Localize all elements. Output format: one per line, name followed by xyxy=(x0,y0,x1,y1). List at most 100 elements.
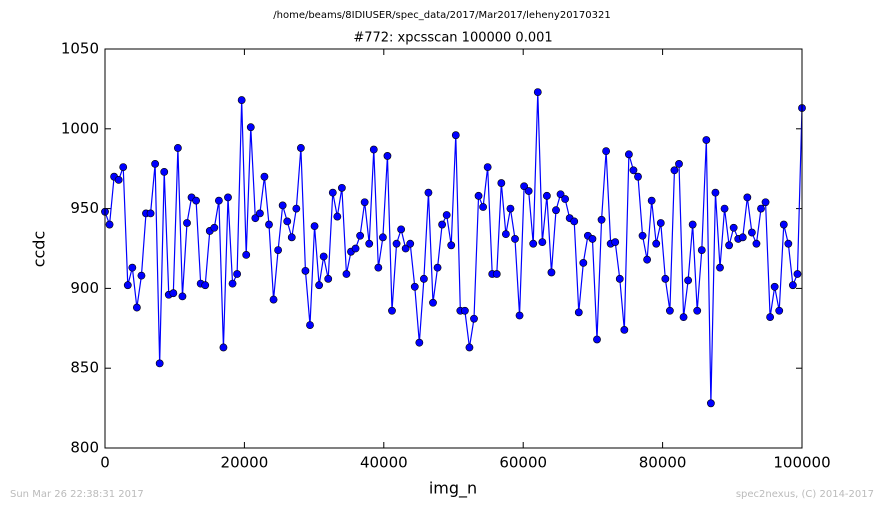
x-tick-label: 100000 xyxy=(773,454,830,472)
data-point xyxy=(119,163,128,172)
data-point xyxy=(793,270,802,278)
data-point xyxy=(451,131,460,140)
data-point xyxy=(296,144,305,152)
data-point xyxy=(424,188,433,197)
data-point xyxy=(219,343,228,352)
data-point xyxy=(442,211,451,219)
data-point xyxy=(761,198,770,207)
data-point xyxy=(287,233,296,242)
data-point xyxy=(132,303,141,312)
data-point xyxy=(319,252,328,261)
data-point xyxy=(670,166,679,175)
data-point xyxy=(128,263,137,272)
data-point xyxy=(620,325,629,334)
data-point xyxy=(369,145,378,154)
data-point xyxy=(729,223,738,232)
data-point xyxy=(351,244,360,253)
data-point xyxy=(624,150,633,159)
series-line xyxy=(104,92,803,404)
data-point xyxy=(356,231,365,240)
data-point xyxy=(228,279,237,288)
data-point xyxy=(433,263,442,272)
data-point xyxy=(274,246,283,254)
data-point xyxy=(419,274,428,283)
y-tick-label: 1050 xyxy=(61,40,99,58)
suptitle: /home/beams/8IDIUSER/spec_data/2017/Mar2… xyxy=(273,10,610,21)
footer-right: spec2nexus, (C) 2014-2017 xyxy=(736,489,874,500)
data-point xyxy=(588,235,597,243)
data-point xyxy=(470,314,478,323)
data-point xyxy=(246,123,255,132)
data-point xyxy=(556,190,565,199)
data-point xyxy=(552,206,560,215)
data-point xyxy=(237,96,246,104)
y-tick-label: 850 xyxy=(70,359,99,377)
y-tick-label: 1000 xyxy=(61,119,99,137)
data-point xyxy=(538,238,547,247)
data-point xyxy=(688,220,697,229)
data-point xyxy=(547,268,556,277)
data-point xyxy=(743,193,752,202)
data-point xyxy=(155,359,164,368)
y-tick-label: 900 xyxy=(70,279,99,297)
y-tick-label: 800 xyxy=(70,439,99,457)
data-point xyxy=(214,196,223,205)
data-point xyxy=(788,281,797,290)
y-axis-label: ccdc xyxy=(30,231,49,268)
x-tick-label: 40000 xyxy=(360,454,408,472)
data-point xyxy=(324,274,333,283)
data-point xyxy=(492,270,501,278)
data-point xyxy=(315,281,324,290)
data-point xyxy=(383,152,392,160)
chart-title: #772: xpcsscan 100000 0.001 xyxy=(353,31,552,46)
data-point xyxy=(328,188,337,197)
data-point xyxy=(178,292,187,301)
data-point xyxy=(720,204,729,213)
data-point xyxy=(397,225,406,234)
data-point xyxy=(611,238,620,247)
data-point xyxy=(725,241,734,250)
data-point xyxy=(360,198,369,207)
x-tick-label: 20000 xyxy=(221,454,269,472)
data-point xyxy=(251,214,260,223)
data-point xyxy=(374,263,383,272)
data-point xyxy=(570,217,579,226)
data-point xyxy=(388,306,396,315)
data-point xyxy=(447,241,456,250)
x-axis-label: img_n xyxy=(429,479,477,499)
data-point xyxy=(160,167,169,176)
data-point xyxy=(638,231,647,240)
data-point xyxy=(706,399,715,408)
data-point xyxy=(757,204,765,213)
data-point xyxy=(269,295,278,304)
data-point xyxy=(306,321,314,330)
data-point xyxy=(337,183,346,192)
data-point xyxy=(105,220,114,229)
data-point xyxy=(429,298,437,307)
data-point xyxy=(255,209,264,218)
data-point xyxy=(242,250,251,259)
data-point xyxy=(224,193,232,202)
data-point xyxy=(192,196,201,205)
data-point xyxy=(661,274,670,283)
data-point xyxy=(542,191,551,200)
data-point xyxy=(114,175,123,184)
data-point xyxy=(378,233,387,242)
data-point xyxy=(665,306,674,315)
data-point xyxy=(702,136,711,144)
data-point xyxy=(675,160,683,168)
data-point xyxy=(283,217,292,226)
data-point xyxy=(574,308,583,317)
data-point xyxy=(515,311,524,320)
data-point xyxy=(634,172,642,181)
data-point xyxy=(775,306,784,315)
data-point xyxy=(529,239,538,248)
data-point xyxy=(716,263,724,272)
data-point xyxy=(201,281,210,290)
data-point xyxy=(415,338,424,347)
data-point xyxy=(483,163,492,172)
data-point xyxy=(629,166,638,175)
data-point xyxy=(579,258,588,267)
data-point xyxy=(506,204,515,213)
